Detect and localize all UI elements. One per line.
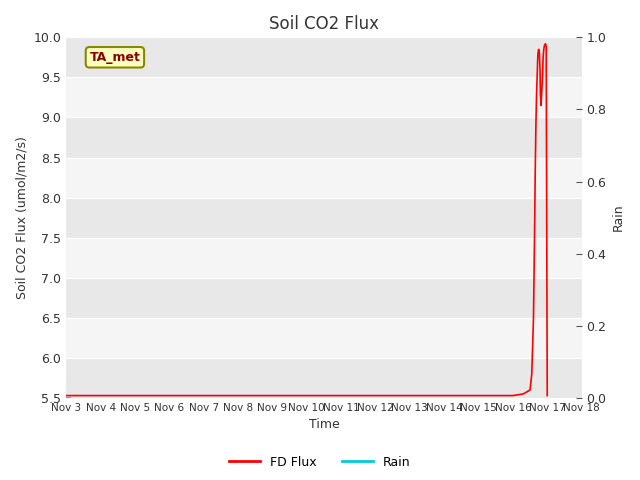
- Rain: [63, 395, 70, 401]
- FD Flux: [519, 391, 527, 397]
- FD Flux: [63, 393, 70, 398]
- FD Flux: [531, 235, 538, 240]
- FD Flux: [337, 393, 345, 398]
- FD Flux: [536, 91, 544, 96]
- Y-axis label: Rain: Rain: [612, 204, 625, 231]
- Bar: [67, 198, 582, 238]
- Bar: [67, 118, 582, 157]
- FD Flux: [372, 393, 380, 398]
- FD Flux: [532, 91, 540, 96]
- FD Flux: [509, 393, 516, 398]
- FD Flux: [406, 393, 413, 398]
- Bar: [67, 238, 582, 278]
- Bar: [67, 37, 582, 77]
- Y-axis label: Soil CO2 Flux (umol/m2/s): Soil CO2 Flux (umol/m2/s): [15, 136, 28, 299]
- FD Flux: [541, 42, 548, 48]
- FD Flux: [537, 103, 545, 108]
- FD Flux: [533, 71, 541, 76]
- Bar: [67, 358, 582, 398]
- FD Flux: [541, 41, 549, 47]
- Bar: [67, 77, 582, 118]
- FD Flux: [526, 387, 534, 393]
- FD Flux: [540, 47, 548, 52]
- FD Flux: [531, 171, 539, 177]
- Bar: [67, 278, 582, 318]
- Legend: FD Flux, Rain: FD Flux, Rain: [224, 451, 416, 474]
- FD Flux: [530, 315, 538, 321]
- FD Flux: [440, 393, 448, 398]
- X-axis label: Time: Time: [308, 419, 339, 432]
- FD Flux: [97, 393, 104, 398]
- FD Flux: [532, 122, 540, 128]
- FD Flux: [269, 393, 276, 398]
- FD Flux: [166, 393, 173, 398]
- FD Flux: [538, 83, 546, 88]
- FD Flux: [535, 47, 543, 52]
- FD Flux: [200, 393, 207, 398]
- Title: Soil CO2 Flux: Soil CO2 Flux: [269, 15, 379, 33]
- FD Flux: [131, 393, 139, 398]
- Line: FD Flux: FD Flux: [67, 44, 547, 396]
- FD Flux: [536, 49, 543, 55]
- FD Flux: [543, 393, 551, 398]
- FD Flux: [534, 50, 542, 56]
- FD Flux: [475, 393, 483, 398]
- Rain: [66, 395, 74, 401]
- FD Flux: [534, 59, 541, 64]
- Bar: [67, 157, 582, 198]
- FD Flux: [539, 67, 547, 72]
- FD Flux: [542, 44, 550, 50]
- FD Flux: [234, 393, 242, 398]
- FD Flux: [540, 55, 547, 60]
- FD Flux: [528, 371, 536, 377]
- FD Flux: [536, 67, 544, 72]
- Text: TA_met: TA_met: [90, 51, 140, 64]
- FD Flux: [303, 393, 310, 398]
- Bar: [67, 318, 582, 358]
